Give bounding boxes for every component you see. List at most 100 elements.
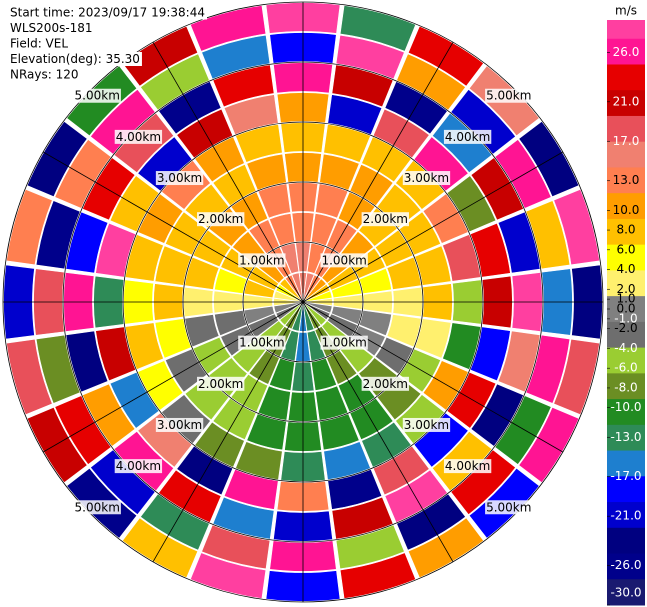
velocity-gate <box>396 493 466 551</box>
velocity-gate <box>109 371 160 429</box>
velocity-gate <box>235 123 283 163</box>
velocity-gate <box>518 406 580 484</box>
spoke <box>302 301 564 453</box>
velocity-gate <box>306 242 326 275</box>
velocity-gate <box>330 279 363 299</box>
velocity-gate <box>319 413 360 451</box>
velocity-gate <box>189 552 267 599</box>
colorbar-tick-label: 13.0 <box>613 173 640 187</box>
velocity-gate <box>469 222 511 278</box>
ring-label-bg <box>114 129 163 144</box>
velocity-gate <box>339 552 417 599</box>
velocity-gate <box>323 441 371 481</box>
ring-label: 1.00km <box>239 336 284 350</box>
velocity-gate <box>319 153 360 191</box>
velocity-gate <box>212 496 275 540</box>
velocity-gate <box>268 213 296 247</box>
ring-label-bg <box>197 212 245 227</box>
colorbar-tick-label: 0.0 <box>616 302 635 316</box>
velocity-gate <box>243 279 276 299</box>
velocity-gate <box>525 334 571 404</box>
colorbar-tick-label: 6.0 <box>616 242 635 256</box>
ring-label-bg <box>238 335 286 350</box>
velocity-gate <box>350 325 386 357</box>
ring-label: 4.00km <box>445 130 490 144</box>
velocity-gate <box>54 395 112 465</box>
velocity-gate <box>268 357 296 391</box>
velocity-gate <box>450 88 517 155</box>
range-grid <box>2 1 604 603</box>
velocity-gate <box>246 413 287 451</box>
velocity-gate <box>494 395 552 465</box>
velocity-gate <box>223 468 279 510</box>
velocity-gate <box>331 64 394 108</box>
colorbar-tick-label: 17.0 <box>613 134 640 148</box>
ring-label: 3.00km <box>404 418 449 432</box>
ring-label-bg <box>361 212 409 227</box>
velocity-gate <box>330 305 363 325</box>
velocity-gate <box>442 234 482 282</box>
colorbar-bin <box>607 424 645 452</box>
velocity-gate <box>89 449 156 516</box>
velocity-gate <box>398 348 442 393</box>
velocity-gate <box>124 322 164 370</box>
velocity-gate <box>54 139 112 209</box>
velocity-gate <box>140 493 210 551</box>
velocity-gate <box>407 25 485 87</box>
colorbar-bin <box>607 347 645 374</box>
colorbar-bin <box>607 64 645 91</box>
ring-label: 3.00km <box>157 418 202 432</box>
velocity-gate <box>6 338 53 416</box>
colorbar-bin <box>607 553 645 580</box>
info-bg <box>8 36 71 51</box>
velocity-gate <box>164 211 208 256</box>
velocity-gate <box>407 517 485 579</box>
colorbar-tick-label: -17.0 <box>610 469 641 483</box>
colorbar-bin <box>607 167 645 194</box>
ring-label-bg <box>361 376 409 391</box>
velocity-gate <box>189 5 267 52</box>
velocity-gate <box>337 373 376 413</box>
velocity-gate <box>82 383 136 447</box>
velocity-gate <box>35 334 81 404</box>
velocity-gate <box>158 469 222 523</box>
colorbar-bin <box>607 321 645 349</box>
velocity-gate <box>246 153 287 191</box>
ring-label: 4.00km <box>116 130 161 144</box>
velocity-gate <box>327 94 383 136</box>
velocity-gate <box>137 360 184 411</box>
velocity-gate <box>65 330 109 393</box>
velocity-gate <box>386 314 422 348</box>
info-line: NRays: 120 <box>10 68 79 82</box>
velocity-gate <box>257 183 291 219</box>
velocity-gate <box>137 412 193 468</box>
velocity-gate <box>315 385 349 421</box>
velocity-gate <box>327 468 383 510</box>
velocity-gate <box>212 64 275 108</box>
velocity-gate <box>192 336 232 375</box>
velocity-gate <box>349 397 394 441</box>
colorbar-bin <box>607 38 645 65</box>
ring-label: 5.00km <box>75 500 120 514</box>
velocity-gate <box>323 123 371 163</box>
velocity-gate <box>124 234 164 282</box>
info-bg <box>8 67 81 82</box>
colorbar-tick-label: -8.0 <box>614 380 637 394</box>
velocity-gate <box>442 322 482 370</box>
velocity-gate <box>470 383 524 447</box>
spoke <box>42 151 304 303</box>
ring-label-bg <box>443 459 492 474</box>
ring-label-bg <box>197 376 245 391</box>
ring-label: 5.00km <box>75 89 120 103</box>
velocity-gate <box>201 34 271 80</box>
velocity-gate <box>469 326 511 382</box>
velocity-gate <box>235 441 283 481</box>
velocity-gate <box>384 81 448 135</box>
velocity-gate <box>446 175 497 233</box>
ring-label: 4.00km <box>445 459 490 473</box>
velocity-gate <box>470 157 524 221</box>
info-line: Field: VEL <box>10 37 68 51</box>
velocity-gate <box>518 120 580 198</box>
velocity-gate <box>422 360 469 411</box>
ring-label: 5.00km <box>486 89 531 103</box>
